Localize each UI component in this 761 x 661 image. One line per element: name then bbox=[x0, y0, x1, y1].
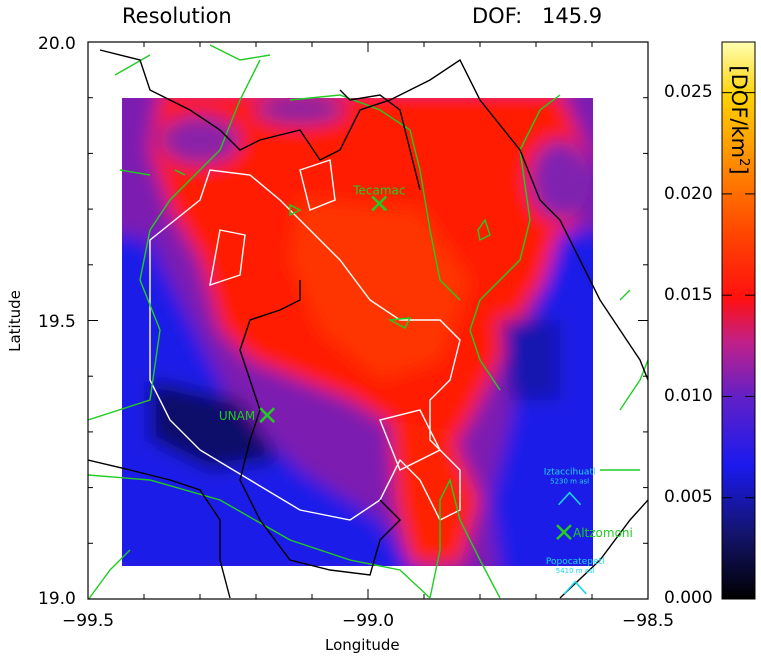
colorbar-ticks bbox=[722, 92, 755, 600]
y-tick-label: 19.5 bbox=[38, 312, 76, 332]
y-tick-label: 19.0 bbox=[38, 589, 76, 609]
site-marker: UNAM bbox=[219, 407, 276, 424]
volcano-icon bbox=[563, 580, 587, 595]
x-tick-label: −99.0 bbox=[341, 611, 395, 631]
colorbar-label-sup: 2 bbox=[736, 158, 751, 167]
site-label: Altzomoni bbox=[573, 526, 633, 540]
dof-label: DOF: bbox=[472, 4, 523, 28]
volcano-name: Iztaccihuatl bbox=[544, 468, 596, 478]
colorbar-tick-label: 0.010 bbox=[664, 386, 713, 406]
axis-ticks bbox=[87, 41, 649, 600]
x-marker bbox=[259, 407, 276, 424]
colorbar-tick-label: 0.025 bbox=[664, 82, 713, 102]
y-axis-label: Latitude bbox=[5, 290, 24, 352]
site-label: UNAM bbox=[219, 409, 255, 423]
x-tick-label: −98.5 bbox=[621, 611, 675, 631]
volcano-icon bbox=[558, 491, 582, 506]
site-label: Tecamac bbox=[352, 184, 405, 198]
colorbar-tick-label: 0.015 bbox=[664, 285, 713, 305]
colorbar-tick-label: 0.020 bbox=[664, 184, 713, 204]
site-marker: Altzomoni bbox=[556, 524, 633, 541]
x-axis-label: Longitude bbox=[325, 636, 400, 654]
colorbar-tick-label: 0.000 bbox=[664, 588, 713, 608]
colorbar-label: [DOF/km2] bbox=[727, 65, 751, 174]
contour-lines bbox=[88, 44, 648, 599]
volcano-elevation: 5230 m asl bbox=[550, 478, 589, 486]
x-tick-label: −99.5 bbox=[61, 611, 115, 631]
volcano-elevation: 5410 m asl bbox=[556, 567, 595, 575]
y-tick-label: 20.0 bbox=[38, 34, 76, 54]
x-marker bbox=[371, 195, 388, 212]
dof-value: 145.9 bbox=[542, 4, 603, 28]
x-marker bbox=[556, 524, 572, 541]
colorbar-label-main: [DOF/km bbox=[727, 65, 751, 159]
site-marker: Tecamac bbox=[352, 184, 405, 212]
colorbar-label-end: ] bbox=[727, 166, 751, 175]
volcano-name: Popocatepetl bbox=[546, 557, 605, 567]
figure-title: Resolution bbox=[122, 4, 232, 28]
colorbar-tick-label: 0.005 bbox=[664, 487, 713, 507]
resolution-field bbox=[122, 98, 593, 566]
colorbar bbox=[721, 41, 756, 600]
